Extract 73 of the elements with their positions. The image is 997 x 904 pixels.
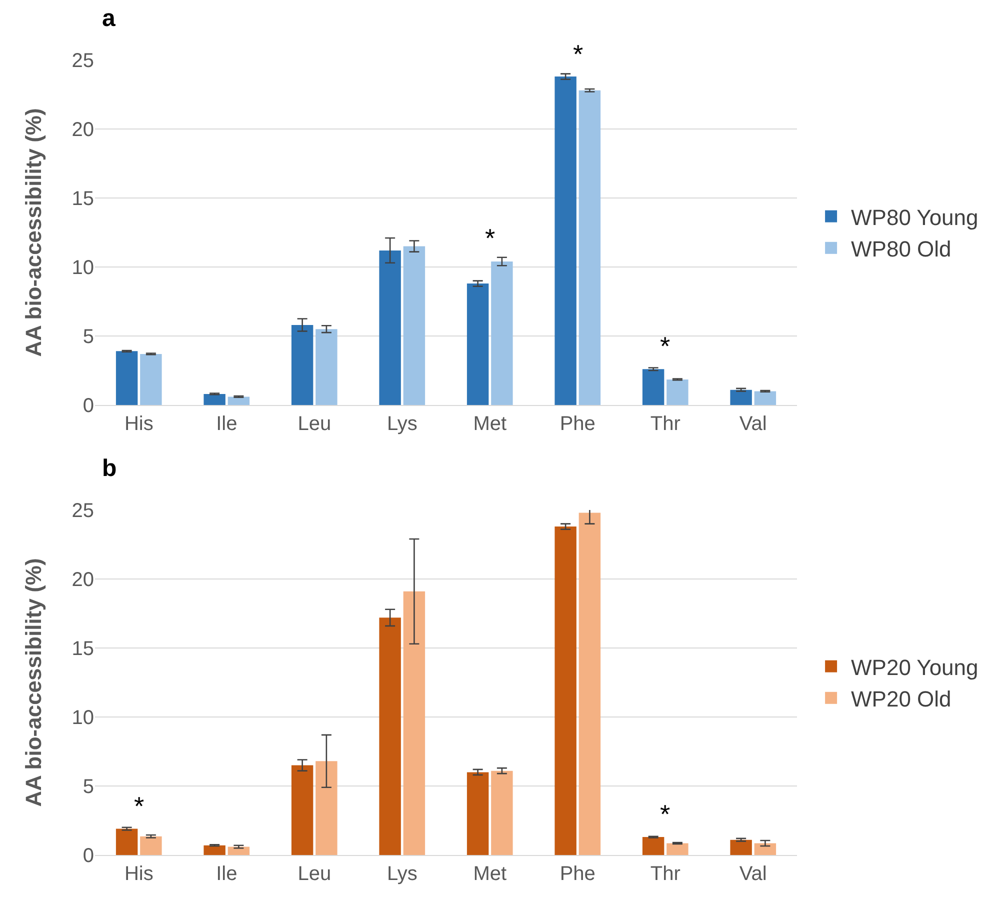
bar <box>116 351 138 405</box>
bar <box>578 512 601 855</box>
annotation: * <box>660 331 670 361</box>
bar <box>730 390 752 405</box>
y-tick-label: 0 <box>82 845 94 867</box>
bar <box>379 618 401 855</box>
x-tick-label: Ile <box>216 863 238 885</box>
annotation: * <box>573 39 584 69</box>
chart-title: a <box>102 4 116 32</box>
x-tick-label: Leu <box>298 863 332 885</box>
bar <box>140 354 162 405</box>
bar <box>466 284 489 405</box>
bar <box>116 828 138 855</box>
x-tick-label: Met <box>473 413 507 435</box>
bar <box>228 396 250 405</box>
y-tick-label: 5 <box>82 326 94 348</box>
bar <box>730 840 752 855</box>
x-tick-label: His <box>124 863 154 885</box>
bar <box>554 526 576 855</box>
y-tick-label: 5 <box>82 776 94 798</box>
bar <box>204 394 226 405</box>
bar <box>642 369 664 405</box>
bar <box>754 843 776 855</box>
bar <box>666 379 688 405</box>
y-tick-label: 15 <box>72 638 94 660</box>
x-tick-label: His <box>124 413 154 435</box>
legend-label: WP80 Young <box>851 204 978 230</box>
y-tick-label: 10 <box>72 707 94 729</box>
bar <box>554 76 576 405</box>
bar <box>403 591 426 855</box>
annotation: * <box>485 223 496 253</box>
bar <box>316 761 338 855</box>
y-axis-title: AA bio-accessibility (%) <box>21 108 46 357</box>
bar <box>228 846 250 855</box>
y-tick-label: 20 <box>72 119 94 141</box>
y-tick-label: 25 <box>72 500 94 522</box>
x-tick-label: Thr <box>650 413 681 435</box>
legend-label: WP80 Old <box>851 236 952 262</box>
legend-label: WP20 Young <box>851 654 978 680</box>
chart-title: b <box>102 454 117 482</box>
x-tick-label: Leu <box>298 413 332 435</box>
bar <box>403 246 426 405</box>
bar <box>578 90 601 405</box>
x-tick-label: Lys <box>386 413 418 435</box>
legend-label: WP20 Old <box>851 686 952 712</box>
bar <box>491 261 513 405</box>
y-tick-label: 15 <box>72 188 94 210</box>
x-tick-label: Met <box>473 863 507 885</box>
y-axis-title: AA bio-accessibility (%) <box>21 558 46 807</box>
bar <box>642 837 664 855</box>
x-tick-label: Val <box>739 863 767 885</box>
bar <box>140 836 162 855</box>
bar <box>204 845 226 855</box>
bar <box>754 391 776 405</box>
x-tick-label: Phe <box>560 863 596 885</box>
y-tick-label: 10 <box>72 257 94 279</box>
x-tick-label: Val <box>739 413 767 435</box>
annotation: * <box>660 799 670 829</box>
bar <box>491 770 513 855</box>
y-tick-label: 0 <box>82 395 94 417</box>
x-tick-label: Phe <box>560 413 596 435</box>
annotation: * <box>134 791 144 821</box>
y-tick-label: 20 <box>72 569 94 591</box>
bar <box>466 772 489 855</box>
bar <box>379 250 401 405</box>
y-tick-label: 25 <box>72 50 94 72</box>
bar <box>291 765 314 855</box>
x-tick-label: Thr <box>650 863 681 885</box>
bar <box>316 329 338 405</box>
x-tick-label: Lys <box>386 863 418 885</box>
bar <box>666 843 688 855</box>
bar <box>291 324 314 405</box>
x-tick-label: Ile <box>216 413 238 435</box>
